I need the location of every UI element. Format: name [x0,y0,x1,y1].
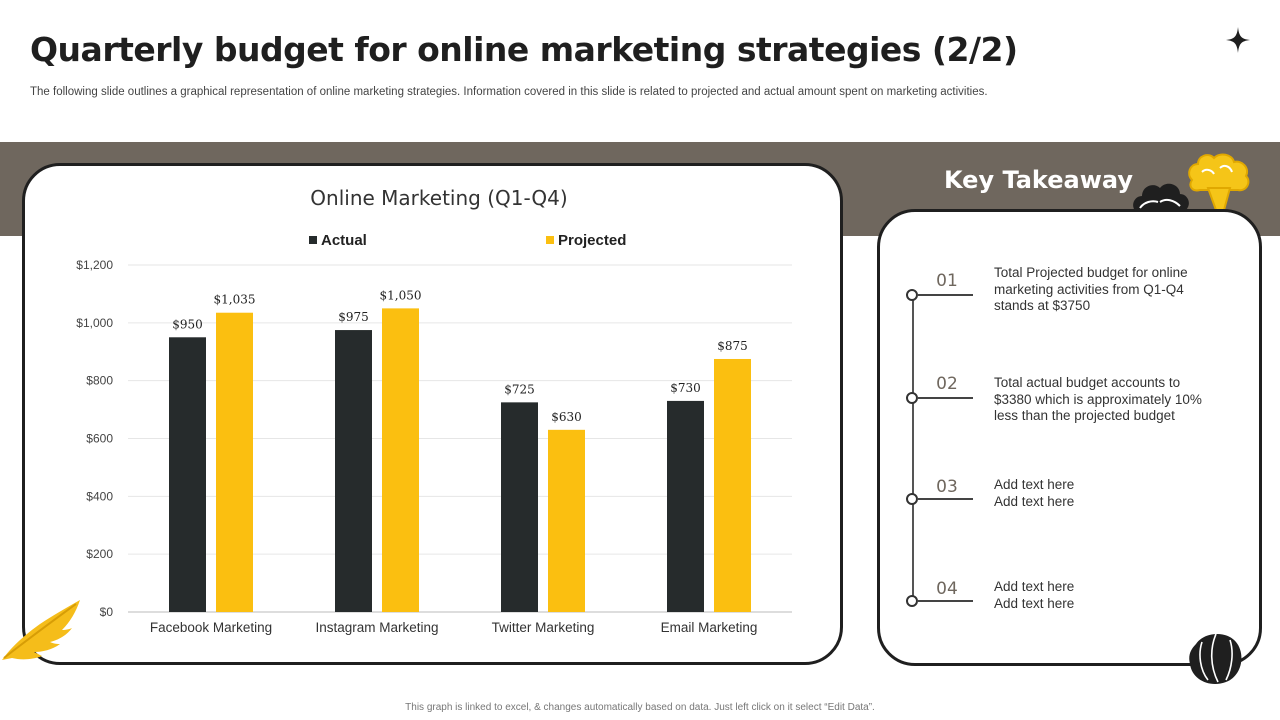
bar-actual [335,330,372,612]
chart-title: Online Marketing (Q1-Q4) [310,186,567,210]
takeaway-text: Add text here Add text here [994,579,1075,611]
bar-projected [714,358,751,612]
slide-subtitle: The following slide outlines a graphical… [30,86,988,98]
data-label: $975 [338,310,369,324]
bar-actual [667,400,704,612]
y-tick-label: $1,000 [76,316,113,330]
x-tick-label: Facebook Marketing [150,620,272,635]
y-tick-label: $400 [86,489,113,503]
bar-projected [548,429,585,612]
data-label: $875 [717,339,748,353]
cabbage-icon [1189,633,1242,684]
data-label: $950 [172,317,203,331]
bar-chart: Online Marketing (Q1-Q4) Actual Projected $… [76,186,792,635]
takeaway-text: Total actual budget accounts to $3380 wh… [994,375,1202,423]
x-tick-label: Twitter Marketing [492,620,595,635]
key-takeaway-card [877,209,1262,666]
takeaway-divider [917,294,973,296]
data-label: $730 [670,381,701,395]
bar-actual [169,337,206,612]
leaf-icon [2,600,80,660]
takeaway-divider [917,600,973,602]
x-tick-label: Email Marketing [661,620,758,635]
cauliflower-icon [1188,153,1250,211]
y-tick-label: $1,200 [76,258,113,272]
takeaway-number: 01 [936,271,958,291]
y-tick-label: $600 [86,432,113,446]
bar-actual [501,402,538,612]
legend-swatch [309,236,317,244]
legend-label: Actual [321,232,367,249]
y-tick-label: $800 [86,374,113,388]
bar-projected [216,312,253,612]
takeaway-text: Add text here Add text here [994,477,1075,509]
takeaway-number: 02 [936,374,958,394]
x-tick-label: Instagram Marketing [315,620,438,635]
data-label: $1,050 [380,288,422,302]
slide-title: Quarterly budget for online marketing st… [30,30,1018,69]
key-takeaway-title: Key Takeaway [944,166,1133,194]
takeaway-divider [917,397,973,399]
legend-label: Projected [558,232,626,249]
footer-note: This graph is linked to excel, & changes… [405,702,875,713]
legend-swatch [546,236,554,244]
takeaway-divider [917,498,973,500]
data-label: $630 [551,410,582,424]
sparkle-icon [1226,27,1250,53]
chart-card: Online Marketing (Q1-Q4) Actual Projected $… [22,163,843,665]
takeaway-number: 03 [936,477,958,497]
data-label: $725 [504,382,535,396]
takeaway-text: Total Projected budget for online market… [994,265,1188,313]
takeaway-number: 04 [936,579,958,599]
timeline-line [912,295,914,601]
data-label: $1,035 [214,293,256,307]
bar-projected [382,308,419,612]
y-tick-label: $0 [100,605,114,619]
y-tick-label: $200 [86,547,113,561]
